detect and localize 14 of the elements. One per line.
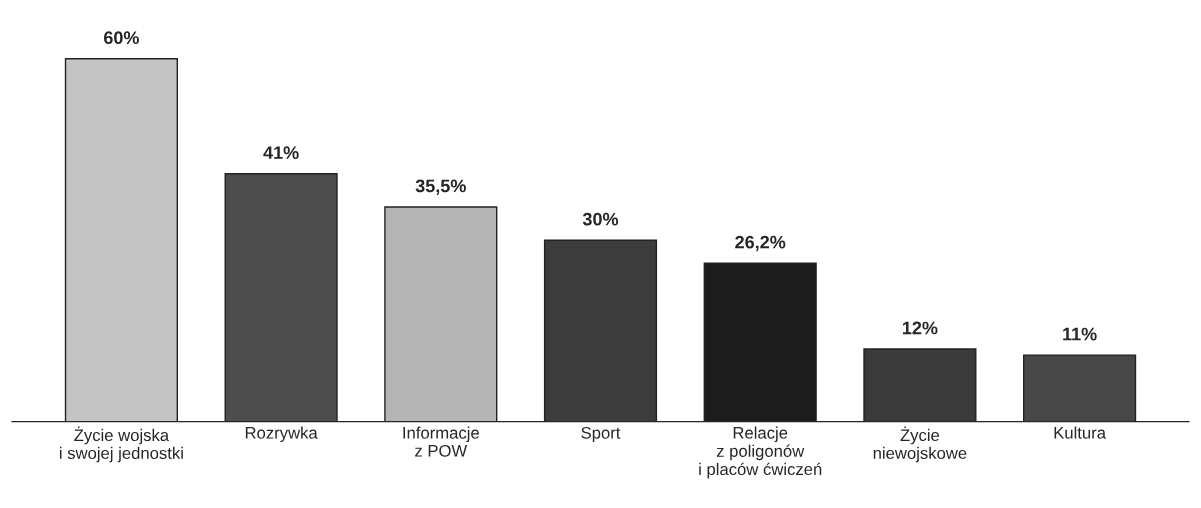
data-label: 26,2% [735,235,786,252]
data-label: 41% [263,146,299,159]
data-label: 12% [902,321,938,335]
x-tick-label: Informacje z POW [403,426,479,457]
x-tick-label: Relacje z poligonów i placów ćwiczeń [699,426,822,479]
x-tick-label: Kultura [1054,426,1106,439]
data-label: 60% [104,31,139,45]
data-label: 30% [582,212,619,226]
x-tick-label: Życie wojska i swojej jednostki [59,426,183,463]
data-label: 35,5% [415,179,466,195]
x-tick-label: Życie niewojskowe [873,426,967,463]
x-tick-label: Rozrywka [245,426,318,443]
data-label: 11% [1063,327,1097,341]
x-tick-label: Sport [581,426,621,443]
